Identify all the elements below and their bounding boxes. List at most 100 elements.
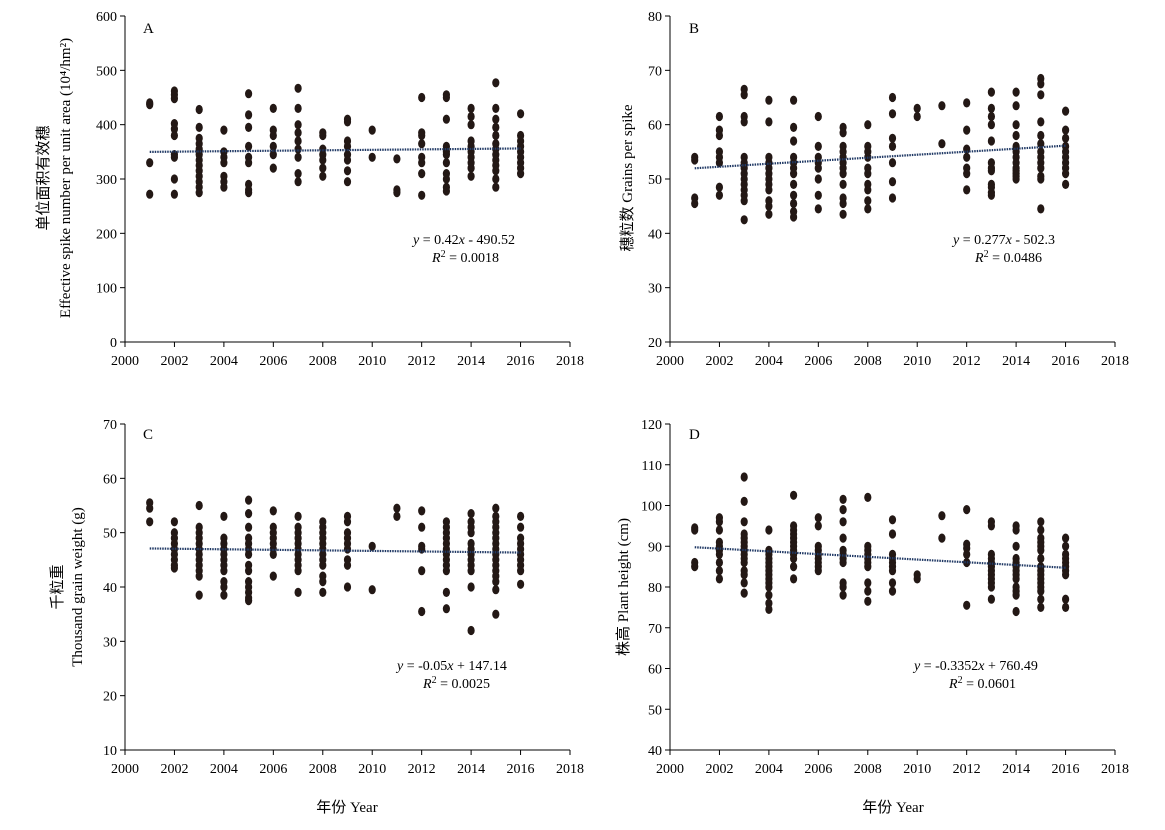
panel-c-x-tick-label-2014: 2014 (457, 762, 485, 777)
panel-d-y-tick-label-110: 110 (642, 459, 662, 474)
panel-a-point-2008-4 (319, 155, 327, 165)
panel-d-point-2015-14 (1037, 594, 1045, 604)
panel-b-point-2009-3 (888, 141, 897, 151)
panel-a-y-tick-label-200: 200 (96, 227, 117, 242)
panel-a-point-2011-2 (393, 188, 401, 198)
panel-b-point-2006-7 (814, 204, 822, 214)
panel-d-y-tick-label-50: 50 (648, 703, 662, 718)
panel-d-point-2011-0 (938, 511, 946, 521)
panel-d-point-2014-12 (1012, 606, 1020, 617)
panel-c-point-2015-14 (492, 585, 500, 595)
panel-c-point-2010-1 (368, 585, 376, 595)
panel-d-point-2016-8 (1062, 594, 1070, 604)
panel-a-ylabel-cn: 单位面积有效穗 (35, 125, 52, 230)
panel-a-point-2004-3 (220, 158, 228, 168)
panel-d-point-2006-0 (814, 513, 822, 523)
panel-a-y-tick-label-300: 300 (96, 173, 117, 188)
panel-a-point-2006-4 (269, 150, 277, 160)
panel-b-point-2012-0 (963, 98, 971, 108)
panel-d-ylabel: 株高 Plant height (cm) (615, 518, 632, 656)
panel-d-points (691, 472, 1070, 617)
panel-b-point-2010-1 (913, 111, 921, 122)
panel-b-y-tick-label-80: 80 (648, 10, 662, 25)
panel-a-point-2013-2 (442, 114, 450, 124)
panel-c-trendline (149, 547, 521, 554)
panel-a-point-2005-1 (245, 110, 253, 120)
panel-c-point-2012-3 (418, 544, 426, 554)
panel-c-point-2016-9 (517, 579, 525, 589)
panel-c-point-2008-8 (319, 560, 327, 570)
panel-b-point-2008-0 (864, 120, 872, 130)
panel-c-r-squared: R2 = 0.0025 (422, 675, 490, 693)
panel-b-point-2014-3 (1012, 130, 1020, 141)
panel-d-x-tick-label-2002: 2002 (705, 762, 733, 777)
panel-c-point-2015-15 (492, 609, 500, 619)
panel-b-point-2004-8 (765, 185, 773, 195)
panel-b-point-2015-11 (1037, 174, 1045, 184)
panel-a-point-2013-1 (442, 92, 450, 103)
panel-c-point-2008-11 (319, 587, 327, 598)
panel-a-point-2005-0 (245, 89, 253, 99)
panel-d-point-2016-7 (1062, 570, 1070, 580)
panel-b-point-2006-6 (814, 190, 822, 200)
panel-b-point-2013-11 (987, 190, 996, 200)
panel-b-point-2014-12 (1012, 174, 1020, 184)
panel-b-equation: y = 0.277x - 502.3 (951, 233, 1055, 248)
panel-d-point-2015-0 (1037, 517, 1045, 527)
panel-d-point-2002-7 (715, 557, 724, 568)
panel-a-x-tick-label-2014: 2014 (457, 354, 485, 369)
panel-a-point-2006-2 (269, 130, 277, 141)
panel-a-point-2002-4 (170, 124, 178, 134)
panel-b-point-2006-1 (814, 141, 822, 151)
panel-c-ylabel-cn: 千粒重 (49, 564, 66, 609)
panel-d-point-2012-5 (963, 600, 971, 610)
panel-d-point-2012-0 (963, 505, 971, 515)
panel-a-y-tick-label-600: 600 (96, 10, 117, 25)
panel-c-point-2007-9 (294, 566, 302, 576)
panel-b-x-tick-label-2014: 2014 (1002, 354, 1030, 369)
panel-c-y-tick-label-20: 20 (103, 690, 117, 705)
panel-c-point-2013-9 (442, 566, 450, 576)
panel-b-point-2014-0 (1012, 87, 1020, 97)
panel-b-point-2015-1 (1037, 79, 1045, 89)
panel-d-point-2013-10 (987, 582, 996, 592)
panel-a-point-2009-3 (343, 141, 352, 151)
panel-b-point-2013-3 (987, 120, 996, 130)
panel-c-point-2014-9 (467, 566, 475, 576)
panel-c-point-2001-2 (146, 517, 154, 527)
panel-a-point-2003-12 (195, 188, 203, 198)
panel-a-point-2009-6 (343, 166, 352, 176)
panel-c-point-2016-0 (517, 511, 525, 521)
panel-d-point-2013-1 (987, 521, 996, 531)
panel-d-point-2015-1 (1037, 525, 1045, 535)
panel-b-point-2014-1 (1012, 101, 1020, 111)
panel-a-y-tick-label-0: 0 (110, 336, 117, 351)
panel-c-point-2012-4 (418, 566, 426, 576)
panel-b-point-2016-0 (1062, 106, 1070, 116)
panel-d-point-2003-0 (740, 472, 748, 482)
panel-c: 10 20 30 40 50 60 70 2000 2002 2004 2006 2008 2010 20… (49, 418, 584, 777)
panel-b-point-2005-2 (790, 136, 798, 146)
panel-b-point-2014-2 (1012, 120, 1020, 130)
panel-a-point-2014-2 (467, 120, 475, 130)
panel-c-points (146, 495, 525, 636)
panel-d-point-2012-3 (963, 549, 971, 560)
panel-a-ylabel-en: Effective spike number per unit area (10… (58, 38, 74, 318)
panel-d: 40 50 60 70 80 90 100 110 120 2000 2002 2004 2006 200… (615, 418, 1129, 777)
panel-a-point-2008-5 (319, 163, 327, 173)
panel-d-point-2007-3 (839, 533, 847, 543)
panel-d-point-2008-7 (864, 578, 872, 588)
panel-a-point-2007-0 (294, 83, 302, 93)
panel-b-point-2005-0 (790, 95, 798, 105)
panel-c-point-2002-8 (170, 563, 178, 573)
panel-a-point-2001-2 (146, 158, 154, 168)
panel-d-point-2003-1 (740, 496, 748, 506)
panel-c-y-tick-label-50: 50 (103, 527, 117, 542)
panel-d-point-2002-9 (715, 574, 724, 584)
panel-c-point-2005-0 (245, 495, 253, 505)
panel-c-point-2005-6 (245, 549, 253, 560)
panel-b-x-tick-label-2016: 2016 (1052, 354, 1080, 369)
panel-c-point-2012-0 (418, 506, 426, 516)
panel-d-point-2003-2 (740, 517, 748, 527)
